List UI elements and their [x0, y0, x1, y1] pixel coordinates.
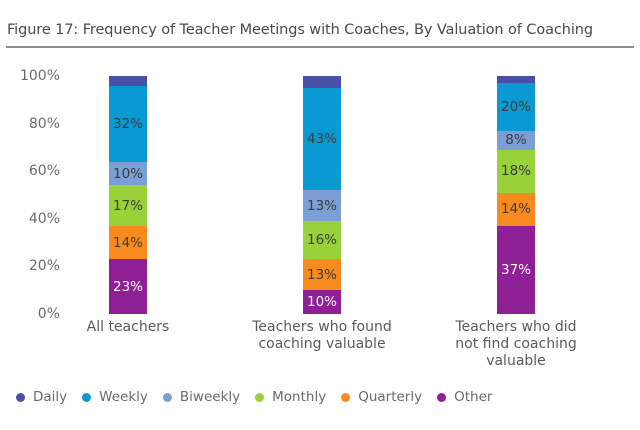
bar-segment-other: 23%: [109, 259, 147, 314]
bar-segment-monthly: 17%: [109, 185, 147, 226]
bar-segment-other: 37%: [497, 225, 535, 314]
legend-item-monthly: Monthly: [255, 389, 326, 405]
x-category-label-line: coaching valuable: [258, 336, 386, 352]
x-category-label: Teachers who did not find coaching valuabl…: [455, 319, 576, 370]
legend-dot-icon: [82, 392, 92, 402]
bar-segment-daily: [303, 76, 341, 88]
y-tick-label: 80%: [28, 115, 60, 132]
legend-label: Biweekly: [179, 389, 241, 405]
x-category-label-line: Teachers who did: [455, 319, 577, 335]
legend-item-daily: Daily: [16, 389, 67, 405]
x-category-label-line: All teachers: [86, 319, 170, 335]
bar-segment-biweekly: 10%: [109, 161, 147, 186]
bar-segment-biweekly: 8%: [497, 130, 535, 150]
y-tick-label: 40%: [28, 210, 60, 227]
x-category-label-line: Teachers who found: [252, 319, 392, 335]
legend-item-biweekly: Biweekly: [162, 389, 241, 405]
y-tick-label: 20%: [28, 258, 60, 275]
legend-item-other: Other: [437, 389, 492, 405]
legend-item-quarterly: Quarterly: [341, 389, 422, 405]
legend-label: Other: [454, 389, 493, 405]
legend-label: Daily: [33, 389, 68, 405]
bar-segment-quarterly: 14%: [497, 192, 535, 226]
bar-segment-weekly: 20%: [497, 83, 535, 131]
x-category-label: Teachers who found coaching valuable: [252, 319, 392, 353]
legend-dot-icon: [437, 392, 447, 402]
x-category-label: All teachers: [87, 319, 170, 336]
y-tick-label: 60%: [28, 163, 60, 180]
legend: Daily Weekly Biweekly Monthly Quarterly Other: [16, 389, 507, 405]
x-category-label-line: valuable: [486, 353, 546, 369]
legend-label: Monthly: [272, 389, 327, 405]
y-tick-label: 0%: [37, 306, 60, 322]
legend-dot-icon: [162, 392, 172, 402]
bar-segment-daily: [109, 76, 147, 86]
legend-item-weekly: Weekly: [82, 389, 148, 405]
bar-segment-quarterly: 13%: [303, 259, 341, 291]
legend-dot-icon: [16, 392, 25, 402]
stacked-bar: 20% 8% 18% 14% 37%: [497, 76, 535, 314]
bar-segment-weekly: 43%: [303, 87, 341, 191]
bar-segment-weekly: 32%: [109, 85, 147, 162]
bar-segment-biweekly: 13%: [303, 190, 341, 222]
bar-segment-quarterly: 14%: [109, 225, 147, 260]
bar-segment-other: 10%: [303, 290, 341, 314]
chart-title: Figure 17: Frequency of Teacher Meetings…: [7, 22, 593, 38]
legend-label: Weekly: [99, 389, 148, 405]
legend-dot-icon: [341, 392, 351, 402]
title-underline: [6, 46, 634, 48]
bar-segment-monthly: 16%: [303, 221, 341, 260]
stacked-bar: 43% 13% 16% 13% 10%: [303, 76, 341, 314]
legend-label: Quarterly: [358, 389, 423, 405]
y-tick-label: 100%: [19, 68, 60, 84]
stacked-bar: 32% 10% 17% 14% 23%: [109, 76, 147, 314]
bar-segment-monthly: 18%: [497, 149, 535, 193]
x-category-label-line: not find coaching: [455, 336, 577, 352]
legend-dot-icon: [255, 392, 265, 402]
bar-segment-daily: [497, 76, 535, 84]
